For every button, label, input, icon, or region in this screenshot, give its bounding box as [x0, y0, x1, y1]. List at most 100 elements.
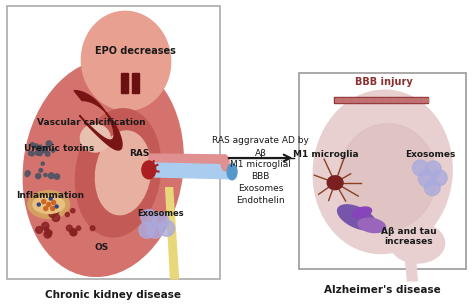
Circle shape — [412, 160, 428, 176]
Text: Exosomes: Exosomes — [238, 184, 283, 193]
Bar — [374, 98, 381, 103]
Circle shape — [51, 149, 55, 152]
Circle shape — [49, 210, 56, 217]
Circle shape — [30, 143, 34, 147]
Circle shape — [28, 151, 33, 155]
Circle shape — [48, 173, 54, 178]
Bar — [366, 98, 374, 103]
Bar — [390, 98, 397, 103]
Circle shape — [41, 196, 48, 202]
Circle shape — [38, 145, 43, 150]
Circle shape — [55, 199, 62, 206]
Circle shape — [44, 207, 48, 211]
Circle shape — [36, 173, 41, 179]
Bar — [351, 98, 358, 103]
Bar — [343, 98, 350, 103]
Circle shape — [44, 231, 51, 238]
Text: Inflammation: Inflammation — [16, 191, 84, 200]
Circle shape — [52, 207, 59, 214]
Circle shape — [66, 225, 73, 231]
Circle shape — [55, 205, 58, 208]
Ellipse shape — [82, 11, 171, 110]
Bar — [382, 98, 389, 103]
Circle shape — [52, 200, 55, 204]
Circle shape — [42, 200, 46, 204]
Text: Endothelin: Endothelin — [237, 196, 285, 205]
Text: Aβ: Aβ — [255, 149, 267, 157]
Circle shape — [39, 169, 43, 172]
Circle shape — [46, 230, 52, 236]
Text: BBB: BBB — [252, 172, 270, 181]
Polygon shape — [149, 154, 225, 172]
Text: M1 microglia: M1 microglia — [293, 150, 359, 159]
Text: EPO decreases: EPO decreases — [95, 46, 176, 56]
Circle shape — [37, 203, 40, 206]
Circle shape — [44, 147, 47, 151]
Text: Vascular calcification: Vascular calcification — [37, 118, 146, 127]
Ellipse shape — [28, 191, 70, 218]
Circle shape — [42, 222, 49, 229]
Circle shape — [37, 151, 43, 156]
Circle shape — [46, 141, 52, 147]
Circle shape — [425, 161, 441, 177]
Text: Uremic toxins: Uremic toxins — [24, 144, 94, 153]
Circle shape — [35, 150, 40, 155]
Text: Chronic kidney disease: Chronic kidney disease — [45, 290, 181, 300]
Circle shape — [139, 222, 155, 238]
Text: OS: OS — [94, 243, 109, 252]
Ellipse shape — [33, 196, 64, 213]
Circle shape — [71, 208, 75, 213]
Ellipse shape — [339, 124, 436, 230]
Bar — [398, 98, 405, 103]
Circle shape — [44, 173, 47, 177]
FancyArrowPatch shape — [229, 155, 291, 161]
Circle shape — [90, 226, 95, 231]
Circle shape — [76, 226, 81, 230]
Circle shape — [30, 151, 34, 156]
Circle shape — [41, 146, 47, 153]
Text: Alzheimer's disease: Alzheimer's disease — [324, 285, 441, 295]
Ellipse shape — [75, 109, 161, 237]
Text: RAS: RAS — [129, 149, 149, 157]
Bar — [335, 98, 342, 103]
Text: M1 microglial: M1 microglial — [230, 160, 291, 169]
Ellipse shape — [221, 155, 229, 171]
Circle shape — [46, 152, 50, 156]
Circle shape — [71, 230, 76, 236]
Bar — [413, 98, 420, 103]
Circle shape — [44, 147, 47, 150]
Circle shape — [36, 227, 43, 233]
Polygon shape — [74, 91, 122, 150]
Ellipse shape — [327, 176, 343, 190]
Circle shape — [70, 229, 77, 236]
Ellipse shape — [390, 223, 445, 263]
Bar — [406, 98, 412, 103]
Circle shape — [147, 222, 163, 238]
Circle shape — [153, 212, 169, 228]
Circle shape — [424, 180, 440, 196]
Circle shape — [49, 198, 54, 203]
Bar — [359, 98, 365, 103]
Ellipse shape — [23, 59, 183, 276]
Bar — [334, 96, 428, 103]
Bar — [421, 98, 428, 103]
Polygon shape — [404, 247, 417, 281]
Ellipse shape — [358, 218, 385, 233]
Circle shape — [159, 220, 174, 236]
Circle shape — [431, 170, 447, 186]
Circle shape — [26, 171, 30, 176]
Ellipse shape — [337, 205, 376, 230]
Ellipse shape — [352, 207, 372, 218]
Circle shape — [25, 173, 29, 177]
Ellipse shape — [313, 90, 452, 254]
Circle shape — [36, 150, 41, 155]
Ellipse shape — [142, 161, 156, 179]
Text: Aβ and tau
increases: Aβ and tau increases — [381, 227, 436, 246]
Text: Exosomes: Exosomes — [137, 209, 184, 218]
Circle shape — [33, 144, 38, 149]
Circle shape — [65, 212, 69, 216]
FancyBboxPatch shape — [7, 6, 220, 279]
Bar — [121, 73, 128, 92]
Circle shape — [47, 203, 51, 207]
Polygon shape — [149, 163, 230, 179]
